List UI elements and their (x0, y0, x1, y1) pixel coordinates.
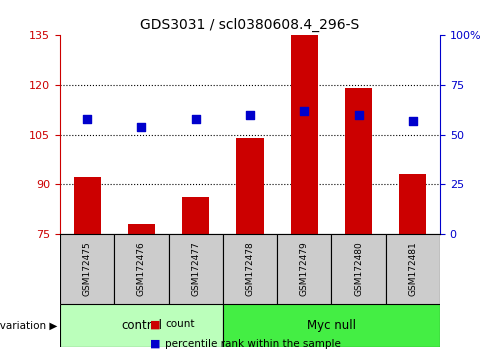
Point (83, 116, 91, 121)
Point (354, 112, 362, 118)
Text: GSM172480: GSM172480 (354, 242, 363, 296)
Bar (400, 174, 426, 234)
Text: GSM172475: GSM172475 (82, 242, 92, 296)
Title: GDS3031 / scl0380608.4_296-S: GDS3031 / scl0380608.4_296-S (140, 17, 360, 32)
Text: GSM172477: GSM172477 (191, 242, 200, 296)
Text: GSM172478: GSM172478 (246, 242, 254, 296)
Bar (345, 88, 372, 234)
Point (138, 124, 145, 130)
Bar (114, 234, 168, 304)
Text: ■: ■ (150, 319, 160, 329)
Bar (386, 234, 440, 304)
Point (300, 108, 308, 114)
Bar (223, 234, 277, 304)
Point (192, 116, 200, 121)
Text: Myc null: Myc null (307, 319, 356, 332)
Bar (236, 138, 264, 234)
Text: ■: ■ (150, 339, 160, 349)
Bar (168, 234, 223, 304)
Point (409, 118, 417, 124)
Text: GSM172481: GSM172481 (408, 242, 418, 296)
Bar (182, 197, 210, 234)
Bar (277, 234, 332, 304)
Text: percentile rank within the sample: percentile rank within the sample (165, 339, 341, 349)
Text: GSM172479: GSM172479 (300, 242, 309, 296)
Bar (60, 234, 114, 304)
Bar (290, 32, 318, 234)
Bar (60, 304, 223, 347)
Bar (128, 224, 155, 234)
Text: genotype/variation ▶: genotype/variation ▶ (0, 321, 58, 331)
Point (246, 112, 254, 118)
Text: control: control (121, 319, 162, 332)
Bar (332, 234, 386, 304)
Text: count: count (165, 319, 194, 329)
Text: GSM172476: GSM172476 (137, 242, 146, 296)
Bar (74, 177, 101, 234)
Bar (223, 304, 440, 347)
